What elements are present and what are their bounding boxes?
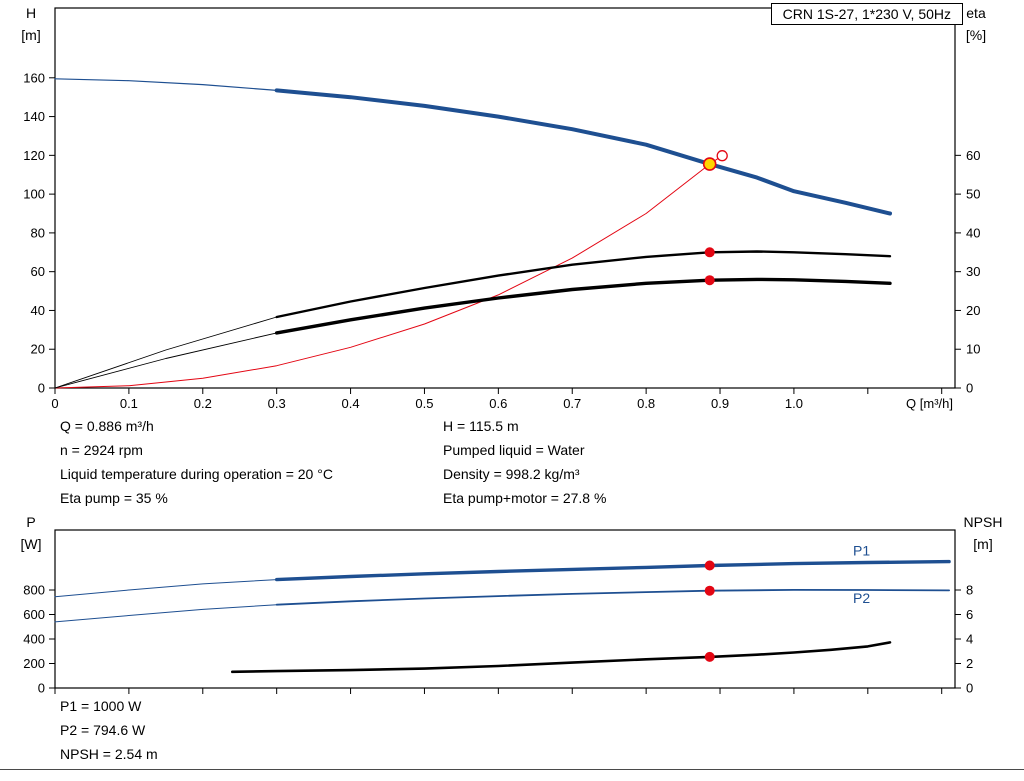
svg-text:2: 2 (966, 656, 973, 671)
svg-text:0: 0 (966, 381, 973, 396)
npsh-axis-label-symbol: NPSH (963, 514, 1003, 530)
svg-text:800: 800 (23, 583, 45, 598)
svg-text:400: 400 (23, 632, 45, 647)
svg-text:80: 80 (31, 225, 45, 240)
p-axis-label: P [W] (10, 511, 52, 555)
bottom-divider (0, 769, 1024, 770)
svg-text:60: 60 (966, 148, 980, 163)
annotation-head: H = 115.5 m (443, 418, 519, 434)
eta-axis-label-unit: [%] (965, 27, 987, 43)
power-npsh-details: P1 = 1000 W P2 = 794.6 W NPSH = 2.54 m (60, 694, 158, 766)
annotation-pumped-liquid: Pumped liquid = Water (443, 442, 585, 458)
h-axis-label: H [m] (10, 2, 52, 46)
svg-text:160: 160 (23, 70, 45, 85)
npsh-axis-label-unit: [m] (973, 536, 993, 552)
annotation-eta-pump-motor: Eta pump+motor = 27.8 % (443, 490, 607, 506)
annotation-p1: P1 = 1000 W (60, 698, 142, 714)
svg-text:P1: P1 (853, 543, 870, 559)
svg-text:0: 0 (38, 681, 45, 696)
svg-text:0.5: 0.5 (415, 396, 433, 411)
svg-text:600: 600 (23, 607, 45, 622)
svg-text:100: 100 (23, 187, 45, 202)
duty-point-details-left: Q = 0.886 m³/h n = 2924 rpm Liquid tempe… (60, 414, 333, 510)
svg-text:8: 8 (966, 583, 973, 598)
svg-text:6: 6 (966, 607, 973, 622)
annotation-npsh: NPSH = 2.54 m (60, 746, 158, 762)
svg-text:0.4: 0.4 (342, 396, 360, 411)
svg-text:1.0: 1.0 (785, 396, 803, 411)
pump-model-title: CRN 1S-27, 1*230 V, 50Hz (770, 3, 963, 25)
svg-text:140: 140 (23, 109, 45, 124)
svg-text:0: 0 (966, 681, 973, 696)
h-axis-label-symbol: H (25, 5, 37, 21)
npsh-axis-label: NPSH [m] (952, 511, 1014, 555)
svg-text:0.8: 0.8 (637, 396, 655, 411)
svg-text:40: 40 (966, 225, 980, 240)
svg-text:120: 120 (23, 148, 45, 163)
svg-text:30: 30 (966, 264, 980, 279)
annotation-liquid-temperature: Liquid temperature during operation = 20… (60, 466, 333, 482)
p-axis-label-symbol: P (26, 514, 36, 530)
svg-text:P2: P2 (853, 590, 870, 606)
eta-axis-label: eta [%] (952, 2, 1000, 46)
svg-text:0.9: 0.9 (711, 396, 729, 411)
svg-text:200: 200 (23, 656, 45, 671)
svg-text:10: 10 (966, 342, 980, 357)
annotation-density: Density = 998.2 kg/m³ (443, 466, 580, 482)
annotation-eta-pump: Eta pump = 35 % (60, 490, 168, 506)
svg-text:0.2: 0.2 (194, 396, 212, 411)
svg-text:Q [m³/h]: Q [m³/h] (906, 396, 953, 411)
svg-text:0.3: 0.3 (268, 396, 286, 411)
svg-text:4: 4 (966, 632, 973, 647)
annotation-p2: P2 = 794.6 W (60, 722, 146, 738)
eta-axis-label-symbol: eta (966, 5, 986, 21)
annotation-flow: Q = 0.886 m³/h (60, 418, 154, 434)
h-axis-label-unit: [m] (21, 27, 41, 43)
p-axis-label-unit: [W] (20, 536, 42, 552)
svg-text:40: 40 (31, 303, 45, 318)
svg-text:0.7: 0.7 (563, 396, 581, 411)
svg-text:0: 0 (51, 396, 58, 411)
duty-point-details-right: H = 115.5 m Pumped liquid = Water Densit… (443, 414, 606, 510)
svg-text:50: 50 (966, 187, 980, 202)
svg-text:20: 20 (966, 303, 980, 318)
svg-text:0.1: 0.1 (120, 396, 138, 411)
svg-text:0: 0 (38, 381, 45, 396)
svg-text:0.6: 0.6 (489, 396, 507, 411)
svg-text:20: 20 (31, 342, 45, 357)
annotation-speed: n = 2924 rpm (60, 442, 143, 458)
svg-text:60: 60 (31, 264, 45, 279)
